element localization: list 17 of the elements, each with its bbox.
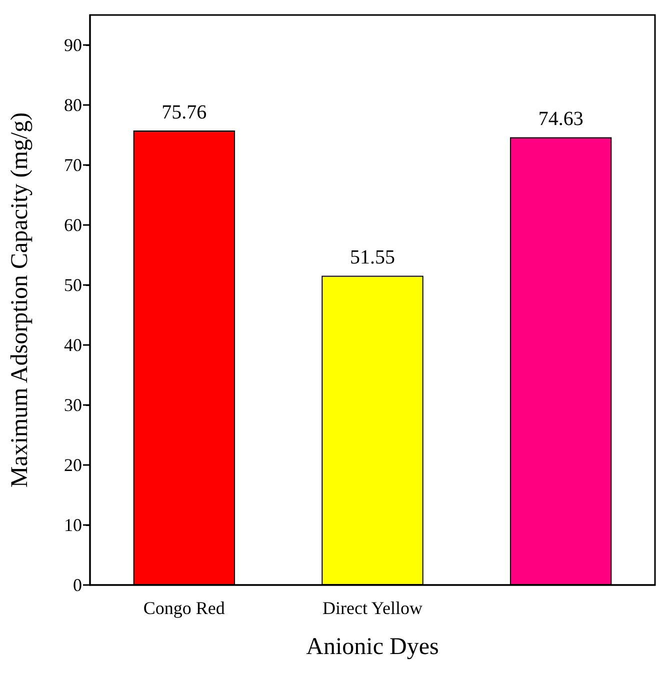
data-label: 75.76 — [162, 101, 207, 124]
y-tick-label: 20 — [64, 455, 82, 475]
data-label: 74.63 — [538, 108, 584, 130]
y-tick-label: 90 — [64, 35, 82, 55]
x-tick-label: Congo Red — [143, 598, 225, 618]
x-axis-title: Anionic Dyes — [306, 634, 439, 660]
y-tick-label: 80 — [64, 95, 82, 115]
y-tick-label: 30 — [64, 395, 82, 415]
y-tick-label: 40 — [64, 335, 82, 355]
x-tick-label: Direct Yellow — [322, 598, 422, 618]
y-tick-label: 0 — [73, 575, 82, 595]
y-tick-label: 70 — [64, 155, 82, 175]
y-axis-title: Maximum Adsorption Capacity (mg/g) — [7, 112, 33, 488]
data-label: 51.55 — [350, 246, 395, 269]
y-tick-label: 50 — [64, 275, 82, 295]
y-tick-label: 60 — [64, 215, 82, 235]
y-tick-label: 10 — [64, 515, 82, 535]
